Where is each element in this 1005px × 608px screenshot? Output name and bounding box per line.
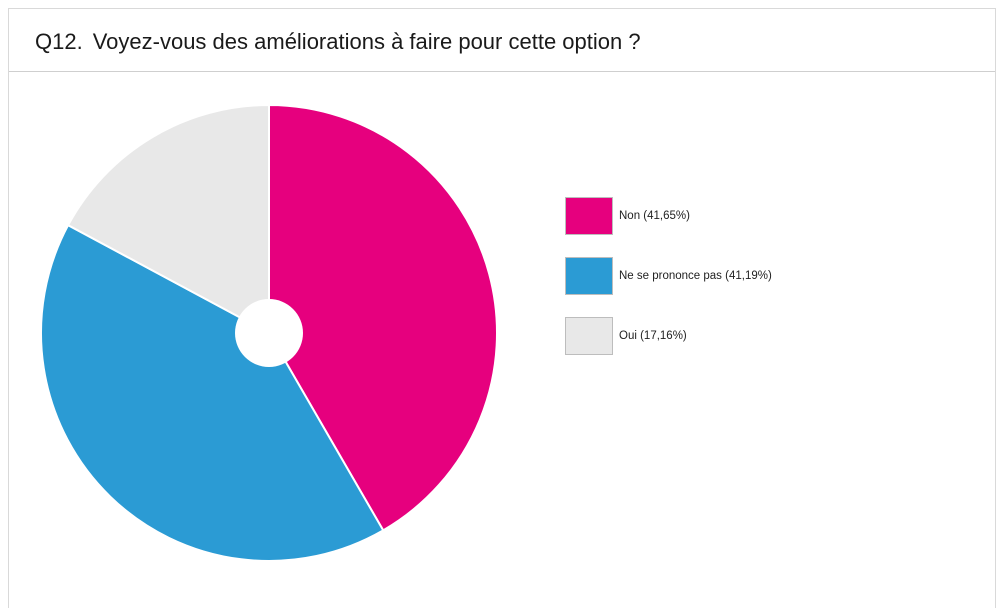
legend-swatch-oui — [565, 317, 613, 355]
question-text: Voyez-vous des améliorations à faire pou… — [92, 29, 641, 54]
question-number: Q12. — [35, 29, 83, 54]
legend-label-oui: Oui (17,16%) — [619, 330, 687, 342]
pie-center-hole — [235, 299, 303, 367]
legend-item-ne-se-prononce-pas: Ne se prononce pas (41,19%) — [565, 256, 772, 296]
pie-chart — [40, 103, 498, 562]
question-title: Q12. Voyez-vous des améliorations à faire… — [35, 29, 641, 55]
legend-swatch-non — [565, 197, 613, 235]
pie-slice-ne-se-prononce-pas — [40, 223, 385, 562]
chart-card: Q12. Voyez-vous des améliorations à faire… — [8, 8, 996, 608]
chart-legend: Non (41,65%) Ne se prononce pas (41,19%)… — [565, 196, 772, 376]
legend-label-non: Non (41,65%) — [619, 210, 690, 222]
pie-slice-non — [268, 103, 498, 532]
legend-label-ne-se-prononce-pas: Ne se prononce pas (41,19%) — [619, 270, 772, 282]
legend-item-oui: Oui (17,16%) — [565, 316, 772, 356]
legend-swatch-ne-se-prononce-pas — [565, 257, 613, 295]
legend-item-non: Non (41,65%) — [565, 196, 772, 236]
pie-slice-oui — [66, 103, 270, 335]
question-header: Q12. Voyez-vous des améliorations à faire… — [9, 9, 995, 72]
